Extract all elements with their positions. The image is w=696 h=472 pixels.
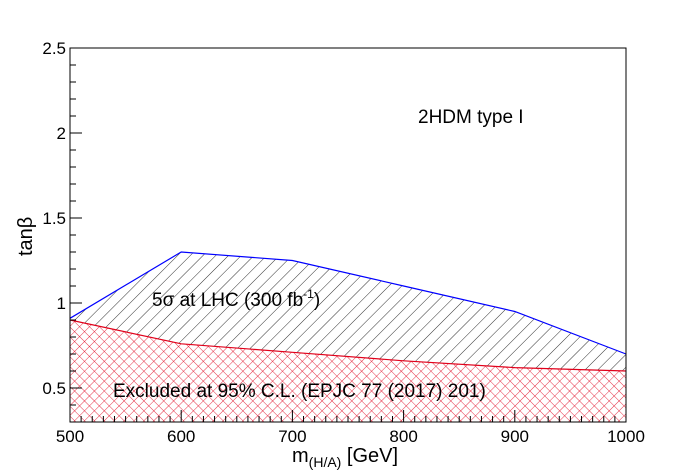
axes: 500 600 700 800 900 1000 0.5 1 1.5 2 2.5 <box>42 39 645 446</box>
x-tick-label: 500 <box>56 427 84 446</box>
y-tick-label: 2.5 <box>42 39 66 58</box>
y-tick-label: 1.5 <box>42 209 66 228</box>
x-tick-label: 600 <box>167 427 195 446</box>
series-line-5sigma <box>69 251 627 355</box>
y-axis-title-main: tan <box>15 228 37 256</box>
y-tick-label: 2 <box>57 124 66 143</box>
x-axis-title-subscript: (H/A) <box>309 454 342 470</box>
x-axis-title: m(H/A) [GeV] <box>292 445 398 470</box>
x-axis-title-unit: [GeV] <box>341 445 398 467</box>
series-label-5sigma-close: ) <box>314 290 320 311</box>
series-label-5sigma-superscript: -1 <box>303 287 314 301</box>
model-annotation: 2HDM type I <box>418 107 524 128</box>
x-axis-title-main: m <box>292 445 309 467</box>
y-tick-label: 1 <box>57 294 66 313</box>
x-tick-label: 900 <box>501 427 529 446</box>
x-tick-label: 700 <box>278 427 306 446</box>
region-excluded-hatch-b <box>70 320 626 422</box>
x-tick-label: 800 <box>389 427 417 446</box>
y-axis-title-greek: β <box>15 217 37 229</box>
y-axis-title: tanβ <box>15 217 37 256</box>
series-label-excluded: Excluded at 95% C.L. (EPJC 77 (2017) 201… <box>113 381 486 402</box>
region-5sigma-hatch <box>70 252 626 371</box>
plot-area <box>69 251 627 422</box>
series-label-5sigma: 5σ at LHC (300 fb-1) <box>152 287 320 311</box>
x-tick-label: 1000 <box>607 427 645 446</box>
series-label-5sigma-main: 5σ at LHC (300 fb <box>152 290 303 311</box>
y-tick-label: 0.5 <box>42 379 66 398</box>
series-line-excluded <box>69 319 627 372</box>
